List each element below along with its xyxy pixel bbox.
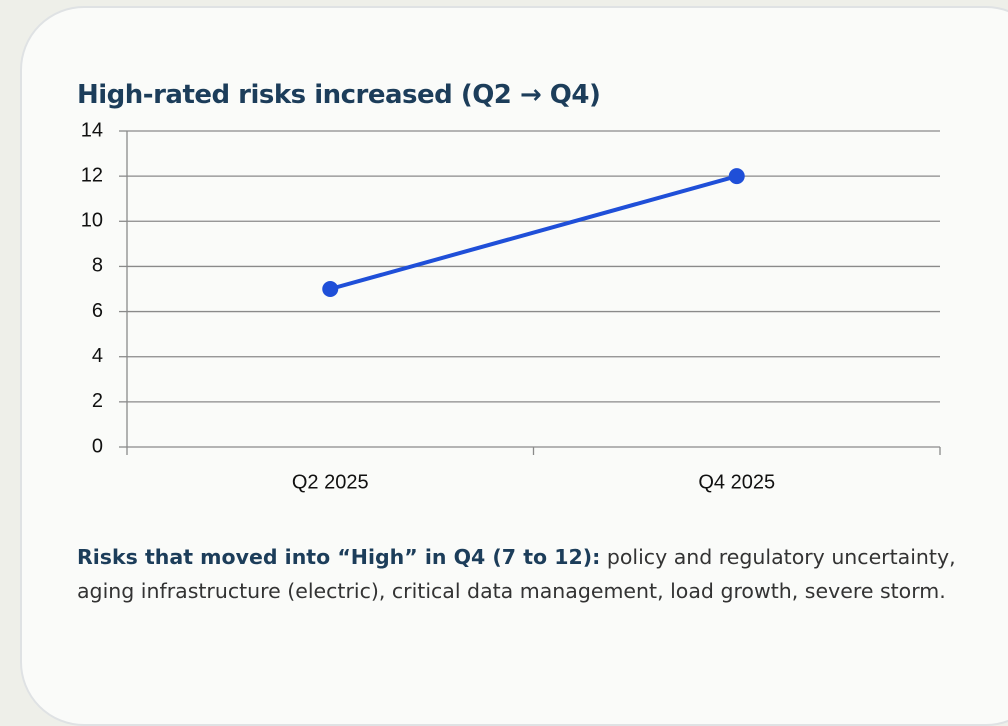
point bbox=[728, 168, 745, 185]
y-tick-label: 2 bbox=[92, 390, 103, 412]
line bbox=[329, 174, 738, 291]
point bbox=[322, 281, 339, 297]
note-label: Risks that moved into “High” in Q4 (7 to… bbox=[77, 545, 601, 569]
page: High-rated risks increased (Q2 → Q4) 0 2 4… bbox=[20, 6, 1008, 726]
y-tick-label: 10 bbox=[81, 210, 103, 232]
y-tick-label: 12 bbox=[81, 164, 103, 186]
y-tick-label: 0 bbox=[92, 435, 103, 457]
y-tick-label: 4 bbox=[92, 345, 103, 367]
note: Risks that moved into “High” in Q4 (7 to… bbox=[77, 540, 967, 608]
chart: 0 2 4 6 8 10 12 14 Q2 2025 Q4 2025 bbox=[81, 119, 941, 493]
y-tick-label: 6 bbox=[92, 300, 103, 322]
note-text: policy and regulatory uncertainty, aging… bbox=[77, 545, 956, 603]
x-tick-label: Q4 2025 bbox=[698, 471, 775, 493]
card bbox=[20, 6, 1008, 726]
y-tick-label: 14 bbox=[81, 119, 103, 141]
x-tick-label: Q2 2025 bbox=[292, 471, 369, 493]
chart-title: High-rated risks increased (Q2 → Q4) bbox=[77, 80, 601, 110]
y-tick-label: 8 bbox=[92, 255, 103, 277]
